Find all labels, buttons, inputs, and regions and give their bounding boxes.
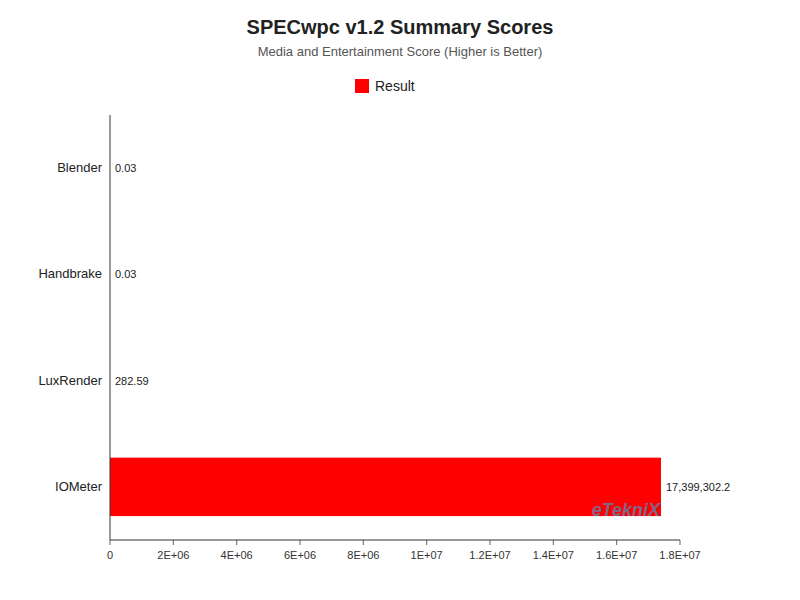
x-tick-label: 1.6E+07 (596, 549, 637, 561)
legend-swatch (355, 79, 369, 93)
x-tick-label: 2E+06 (157, 549, 189, 561)
x-tick-label: 1E+07 (411, 549, 443, 561)
x-tick (236, 540, 237, 545)
chart: SPECwpc v1.2 Summary Scores Media and Ent… (0, 0, 800, 600)
x-tick-label: 1.8E+07 (659, 549, 700, 561)
x-tick-label: 0 (107, 549, 113, 561)
y-axis-line (110, 115, 111, 540)
y-tick-label: Handbrake (38, 266, 102, 281)
x-tick (300, 540, 301, 545)
x-tick (680, 540, 681, 545)
x-tick-label: 6E+06 (284, 549, 316, 561)
x-tick-label: 1.4E+07 (533, 549, 574, 561)
data-label: 17,399,302.2 (666, 481, 730, 493)
legend-label: Result (375, 78, 415, 94)
x-tick (173, 540, 174, 545)
data-label: 0.03 (115, 268, 136, 280)
bar (110, 458, 661, 516)
y-tick-label: LuxRender (38, 373, 102, 388)
title: SPECwpc v1.2 Summary Scores (247, 16, 554, 38)
y-tick-label: IOMeter (55, 479, 103, 494)
subtitle: Media and Entertainment Score (Higher is… (258, 44, 543, 59)
x-axis: 0 2E+06 4E+06 6E+06 8E+06 1E+07 1.2E+07 1.4E+07… (107, 540, 701, 561)
y-tick-label: Blender (57, 160, 102, 175)
data-label: 282.59 (115, 375, 149, 387)
legend: Result (355, 78, 415, 94)
data-label: 0.03 (115, 162, 136, 174)
x-axis-line (110, 540, 680, 541)
x-tick-label: 4E+06 (221, 549, 253, 561)
x-tick (426, 540, 427, 545)
y-axis: IOMeter LuxRender Handbrake Blender (38, 160, 102, 494)
data-labels: 17,399,302.2 282.59 0.03 0.03 (115, 162, 730, 493)
bars (110, 351, 661, 516)
x-tick (363, 540, 364, 545)
x-tick (110, 540, 111, 545)
x-tick-label: 1.2E+07 (469, 549, 510, 561)
x-tick-label: 8E+06 (347, 549, 379, 561)
x-tick (490, 540, 491, 545)
watermark: eTekniX (592, 500, 661, 520)
x-tick (616, 540, 617, 545)
x-tick (553, 540, 554, 545)
